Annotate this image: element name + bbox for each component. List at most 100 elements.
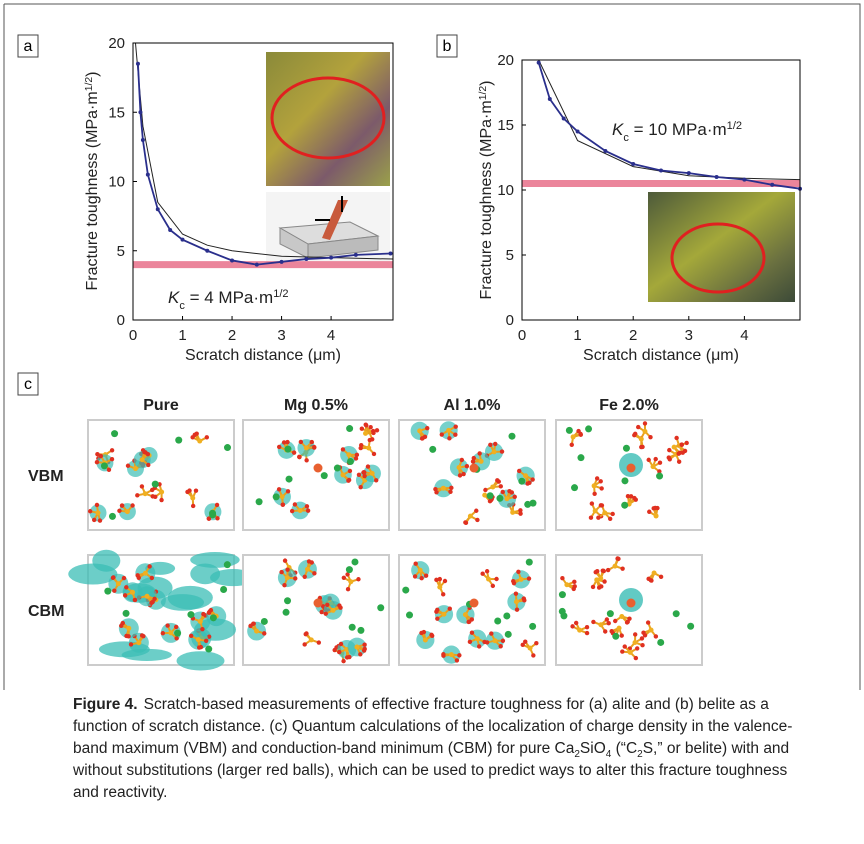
oxygen bbox=[520, 642, 525, 648]
oxygen bbox=[119, 623, 124, 628]
oxygen bbox=[523, 639, 528, 644]
oxygen bbox=[146, 462, 151, 468]
calcium bbox=[175, 436, 183, 444]
oxygen bbox=[203, 638, 209, 643]
y-axis-label: Fracture toughness (MPa·m1/2) bbox=[84, 72, 102, 291]
oxygen bbox=[469, 630, 475, 635]
silicon bbox=[366, 445, 372, 451]
data-point bbox=[140, 137, 145, 142]
silicon bbox=[133, 466, 139, 472]
oxygen bbox=[572, 579, 577, 585]
silicon bbox=[602, 510, 608, 516]
oxygen bbox=[338, 605, 343, 610]
column-header: Fe 2.0% bbox=[599, 397, 659, 414]
silicon bbox=[136, 640, 142, 646]
calcium bbox=[577, 454, 585, 462]
oxygen bbox=[356, 472, 362, 477]
oxygen bbox=[316, 640, 322, 645]
oxygen bbox=[94, 502, 100, 508]
silicon bbox=[124, 509, 130, 515]
oxygen bbox=[122, 593, 128, 598]
text-run: Fracture toughness (MPa·m bbox=[478, 100, 495, 299]
x-tick-label: 1 bbox=[573, 327, 581, 344]
calcium bbox=[508, 432, 516, 440]
silicon bbox=[671, 444, 677, 450]
data-point bbox=[304, 257, 309, 262]
oxygen bbox=[648, 578, 654, 583]
calcium bbox=[100, 462, 108, 470]
silicon bbox=[448, 652, 454, 658]
oxygen bbox=[457, 473, 463, 478]
silicon bbox=[417, 567, 423, 573]
silicon bbox=[490, 484, 496, 490]
calcium bbox=[284, 597, 292, 605]
charge-density bbox=[176, 651, 225, 671]
oxygen bbox=[373, 478, 379, 483]
oxygen bbox=[484, 569, 490, 574]
oxygen bbox=[480, 571, 485, 576]
calcium bbox=[606, 610, 614, 618]
oxygen bbox=[490, 583, 496, 589]
data-point bbox=[135, 61, 140, 66]
oxygen bbox=[346, 478, 351, 483]
silicon bbox=[564, 582, 570, 588]
dopant bbox=[626, 598, 636, 608]
oxygen bbox=[309, 439, 315, 445]
y-tick-label: 5 bbox=[117, 243, 125, 260]
silicon bbox=[486, 576, 492, 582]
panel-label-box bbox=[436, 34, 458, 58]
x-tick-label: 3 bbox=[685, 327, 693, 344]
oxygen bbox=[126, 634, 131, 639]
silicon bbox=[284, 575, 290, 581]
calcium bbox=[518, 477, 526, 485]
oxygen bbox=[596, 515, 601, 520]
oxygen bbox=[477, 451, 482, 456]
oxygen bbox=[604, 617, 610, 622]
oxygen bbox=[291, 450, 297, 455]
oxygen bbox=[598, 479, 603, 484]
oxygen bbox=[648, 434, 653, 440]
oxygen bbox=[153, 494, 158, 500]
data-point bbox=[230, 258, 235, 263]
silicon bbox=[95, 510, 101, 516]
calcium bbox=[255, 498, 263, 506]
silicon bbox=[456, 464, 462, 470]
oxygen bbox=[341, 575, 347, 580]
oxygen bbox=[358, 484, 363, 490]
oxygen bbox=[374, 428, 380, 433]
calcium bbox=[282, 608, 290, 616]
oxygen bbox=[304, 504, 310, 509]
caption: Figure 4. Scratch-based measurements of e… bbox=[73, 694, 803, 804]
oxygen bbox=[285, 567, 290, 572]
oxygen bbox=[262, 631, 267, 636]
silicon bbox=[651, 570, 657, 576]
oxygen bbox=[109, 448, 115, 453]
plot-frame bbox=[132, 42, 394, 321]
oxygen bbox=[282, 558, 288, 563]
oxygen bbox=[453, 432, 458, 437]
oxygen bbox=[464, 463, 470, 469]
oxygen bbox=[303, 631, 308, 637]
x-tick-label: 2 bbox=[228, 327, 236, 344]
silicon bbox=[518, 576, 524, 582]
oxygen bbox=[441, 592, 446, 597]
silicon bbox=[346, 452, 352, 458]
oxygen bbox=[584, 630, 590, 636]
silicon bbox=[467, 513, 473, 519]
oxygen bbox=[188, 633, 194, 639]
calcium bbox=[402, 586, 410, 594]
oxygen bbox=[193, 488, 199, 493]
oxygen bbox=[470, 459, 476, 464]
oxygen bbox=[302, 642, 307, 647]
calcium bbox=[220, 585, 228, 593]
figure-frame bbox=[3, 3, 861, 690]
oxygen bbox=[635, 646, 640, 651]
caption-text: Scratch-based measurements of effective … bbox=[73, 696, 793, 757]
data-point bbox=[536, 60, 541, 65]
oxygen bbox=[684, 440, 689, 446]
calcium bbox=[122, 609, 130, 617]
data-point bbox=[205, 248, 210, 253]
calcium bbox=[346, 425, 354, 433]
oxygen bbox=[419, 436, 425, 441]
panel-label-box bbox=[17, 372, 39, 396]
